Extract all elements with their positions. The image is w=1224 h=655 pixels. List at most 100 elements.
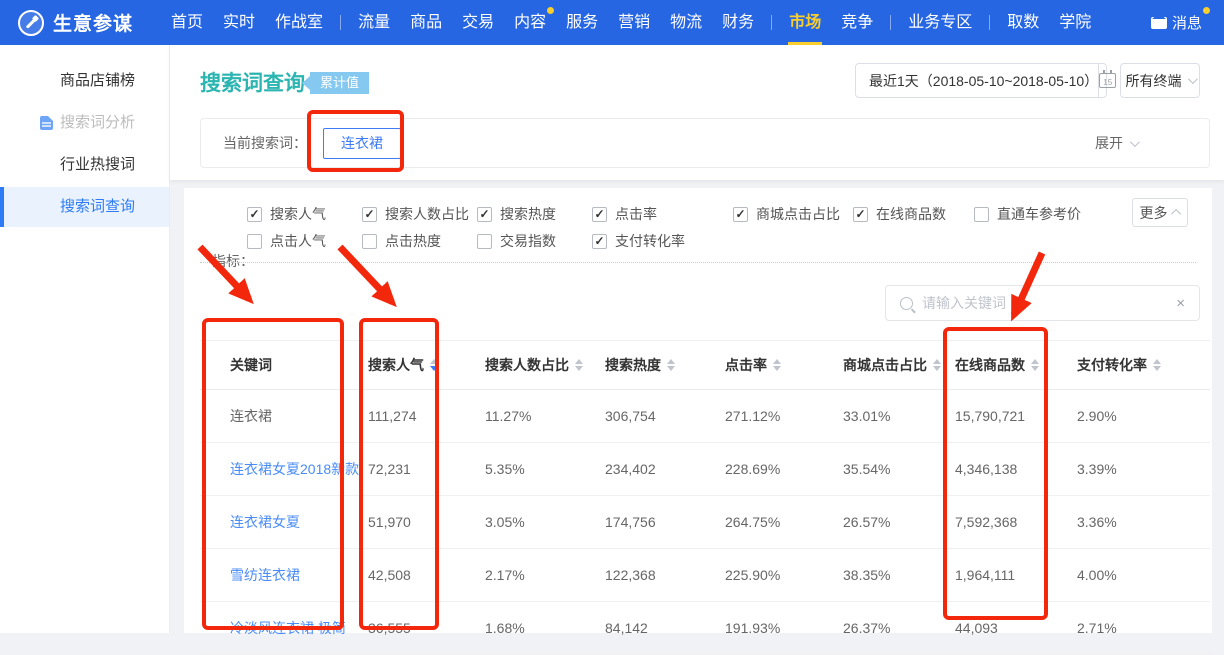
nav-item[interactable]: 营销 — [618, 14, 651, 31]
date-range-picker[interactable]: 最近1天（2018-05-10~2018-05-10） 15 — [855, 63, 1117, 98]
calendar-button[interactable]: 15 — [1098, 64, 1117, 97]
keyword-link[interactable]: 连衣裙女夏2018新款 — [230, 461, 360, 477]
metric-label: 直通车参考价 — [997, 206, 1081, 222]
metrics-label: 指标： — [212, 253, 254, 269]
message-label: 消息 — [1171, 15, 1202, 32]
nav-item[interactable]: 竞争 — [841, 14, 874, 31]
checkbox[interactable]: ✓ — [592, 206, 607, 222]
sidebar-item[interactable]: 行业热搜词 — [60, 156, 136, 173]
checkbox[interactable]: ✓ — [247, 206, 262, 222]
sidebar-item[interactable]: 商品店铺榜 — [60, 72, 136, 89]
keyword-link[interactable]: 连衣裙女夏 — [230, 514, 300, 530]
chevron-down-icon — [1129, 136, 1140, 147]
logo[interactable]: 生意参谋 — [18, 9, 133, 36]
metric-label: 商城点击占比 — [756, 206, 840, 222]
checkbox[interactable]: ✓ — [362, 206, 377, 222]
nav-item[interactable]: 交易 — [462, 14, 495, 31]
column-header[interactable]: 搜索人数占比 — [485, 355, 605, 375]
column-header[interactable]: 搜索人气 — [368, 355, 485, 375]
nav-item[interactable]: 财务 — [722, 14, 755, 31]
value-cell: 1,964,111 — [955, 567, 1016, 583]
value-cell: 35.54% — [843, 461, 891, 477]
search-icon — [900, 296, 913, 310]
expand-toggle[interactable]: 展开 — [1095, 133, 1140, 153]
keyword-tag[interactable]: 连衣裙 — [323, 127, 401, 159]
table-row: 雪纺连衣裙 42,508 2.17% 122,368 225.90% 38.35% 1,96… — [200, 549, 1210, 602]
sort-up-arrow — [773, 359, 781, 364]
sort-down-arrow — [1153, 366, 1161, 371]
sort-icon[interactable] — [933, 359, 941, 371]
column-header[interactable]: 搜索热度 — [605, 355, 725, 375]
column-header: 关键词 — [230, 357, 272, 373]
value-cell: 1.68% — [485, 620, 525, 636]
sort-down-arrow — [933, 366, 941, 371]
sort-icon[interactable] — [667, 359, 675, 371]
metric-option: 交易指数 — [477, 231, 556, 251]
nav-item[interactable]: 作战室 — [275, 14, 324, 31]
value-cell: 111,274 — [368, 408, 417, 424]
checkbox[interactable] — [974, 206, 989, 222]
sort-icon[interactable] — [773, 359, 781, 371]
sort-icon[interactable] — [430, 359, 438, 371]
value-cell: 51,970 — [368, 514, 411, 530]
table-header-row: 关键词 搜索人气 搜索人数占比 搜索热度 点击率 商城点击占比 在线商品数 支付转化率 — [200, 340, 1210, 390]
nav-item[interactable]: 服务 — [566, 14, 599, 31]
sort-icon[interactable] — [1153, 359, 1161, 371]
value-cell: 33.01% — [843, 408, 891, 424]
column-header[interactable]: 在线商品数 — [955, 355, 1077, 375]
checkbox[interactable]: ✓ — [592, 233, 607, 249]
checkbox[interactable]: ✓ — [853, 206, 868, 222]
checkbox[interactable] — [247, 233, 262, 249]
sort-down-arrow — [773, 366, 781, 371]
nav-item[interactable]: 内容 — [504, 0, 556, 45]
sort-icon[interactable] — [1031, 359, 1039, 371]
checkbox[interactable] — [477, 233, 492, 249]
keyword-link[interactable]: 冷淡风连衣裙 极简 — [230, 620, 346, 636]
checkbox[interactable]: ✓ — [733, 206, 748, 222]
nav-item[interactable]: 取数 — [1007, 14, 1040, 31]
nav-item[interactable]: 流量 — [358, 14, 391, 31]
nav-item[interactable]: 物流 — [670, 14, 703, 31]
metric-option: ✓ 搜索人数占比 — [362, 204, 469, 224]
sort-icon[interactable] — [575, 359, 583, 371]
header-panel: 搜索词查询 累计值 最近1天（2018-05-10~2018-05-10） 15… — [170, 45, 1224, 180]
nav-divider — [340, 15, 342, 30]
clear-icon[interactable]: × — [1176, 294, 1185, 312]
value-cell: 122,368 — [605, 567, 656, 583]
value-cell: 2.71% — [1077, 620, 1117, 636]
message-button[interactable]: 消息 — [1150, 7, 1210, 33]
column-header[interactable]: 商城点击占比 — [843, 355, 955, 375]
nav-menu: 首页 实时 作战室 流量 商品 交易 内容 服务 营销 物流 财务 市场 竞争 业务专区 取数 学院 — [161, 0, 1101, 45]
brand-name: 生意参谋 — [53, 14, 134, 35]
search-input[interactable] — [922, 295, 1177, 311]
nav-item[interactable]: 实时 — [223, 14, 256, 31]
nav-item[interactable]: 业务专区 — [908, 14, 973, 31]
metric-option: 直通车参考价 — [974, 204, 1081, 224]
value-cell: 38.35% — [843, 567, 891, 583]
nav-item[interactable]: 商品 — [410, 14, 443, 31]
page-title: 搜索词查询 — [200, 72, 305, 95]
keyword-link[interactable]: 雪纺连衣裙 — [230, 567, 300, 583]
sort-down-arrow — [1031, 366, 1039, 371]
checkbox[interactable]: ✓ — [477, 206, 492, 222]
more-metrics-button[interactable]: 更多 — [1132, 198, 1188, 227]
nav-item-active[interactable]: 市场 — [779, 0, 831, 45]
value-cell: 26.57% — [843, 514, 891, 530]
nav-divider — [890, 15, 892, 30]
sidebar-item-active[interactable]: 搜索词查询 — [0, 187, 169, 227]
nav-item[interactable]: 首页 — [171, 14, 204, 31]
column-header[interactable]: 点击率 — [725, 355, 843, 375]
metric-label: 支付转化率 — [615, 233, 685, 249]
more-label: 更多 — [1139, 204, 1168, 221]
checkbox[interactable] — [362, 233, 377, 249]
terminal-dropdown[interactable]: 所有终端 — [1120, 63, 1200, 98]
value-cell: 7,592,368 — [955, 514, 1018, 530]
metric-label: 点击率 — [615, 206, 657, 222]
message-notification-dot — [1203, 7, 1210, 14]
metric-option: ✓ 点击率 — [592, 204, 657, 224]
value-cell: 3.36% — [1077, 514, 1117, 530]
metric-option: ✓ 在线商品数 — [853, 204, 946, 224]
column-header[interactable]: 支付转化率 — [1077, 355, 1210, 375]
nav-item[interactable]: 学院 — [1059, 14, 1092, 31]
sort-up-arrow — [1153, 359, 1161, 364]
